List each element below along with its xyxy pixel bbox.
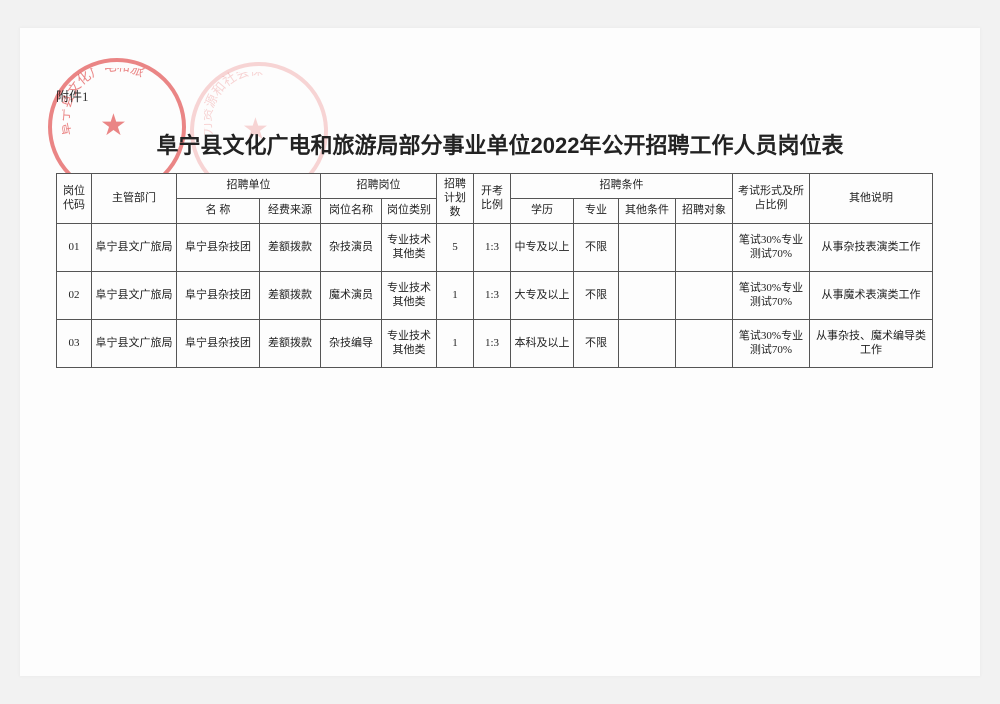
cell-plan: 5 bbox=[437, 224, 474, 272]
table-row: 01阜宁县文广旅局阜宁县杂技团差额拨款杂技演员专业技术其他类51:3中专及以上不… bbox=[57, 224, 933, 272]
col-other: 其他条件 bbox=[619, 199, 676, 224]
cell-major: 不限 bbox=[574, 272, 619, 320]
cell-unit: 阜宁县杂技团 bbox=[177, 320, 260, 368]
cell-pos_name: 魔术演员 bbox=[321, 272, 382, 320]
cell-fund: 差额拨款 bbox=[260, 320, 321, 368]
col-cond-group: 招聘条件 bbox=[511, 174, 733, 199]
cell-exam: 笔试30%专业测试70% bbox=[733, 320, 810, 368]
table-header: 岗位代码 主管部门 招聘单位 招聘岗位 招聘计划数 开考比例 招聘条件 考试形式… bbox=[57, 174, 933, 224]
col-pos-name: 岗位名称 bbox=[321, 199, 382, 224]
col-note: 其他说明 bbox=[810, 174, 933, 224]
cell-target bbox=[676, 320, 733, 368]
col-unit-name: 名 称 bbox=[177, 199, 260, 224]
cell-ratio: 1:3 bbox=[474, 272, 511, 320]
cell-ratio: 1:3 bbox=[474, 224, 511, 272]
cell-edu: 大专及以上 bbox=[511, 272, 574, 320]
seal-2-text: 力资源和社会保 bbox=[204, 72, 314, 182]
cell-fund: 差额拨款 bbox=[260, 272, 321, 320]
col-unit-fund: 经费来源 bbox=[260, 199, 321, 224]
cell-target bbox=[676, 224, 733, 272]
document-page: 附件1 阜宁县文化广电和旅 力资源和社会保 阜宁县文化广电和旅游局部分事业单位2… bbox=[20, 28, 980, 676]
cell-pos_type: 专业技术其他类 bbox=[382, 224, 437, 272]
cell-exam: 笔试30%专业测试70% bbox=[733, 224, 810, 272]
cell-plan: 1 bbox=[437, 272, 474, 320]
cell-note: 从事杂技表演类工作 bbox=[810, 224, 933, 272]
cell-pos_type: 专业技术其他类 bbox=[382, 320, 437, 368]
col-major: 专业 bbox=[574, 199, 619, 224]
cell-unit: 阜宁县杂技团 bbox=[177, 224, 260, 272]
cell-exam: 笔试30%专业测试70% bbox=[733, 272, 810, 320]
cell-other_cond bbox=[619, 272, 676, 320]
cell-target bbox=[676, 272, 733, 320]
cell-dept: 阜宁县文广旅局 bbox=[92, 272, 177, 320]
col-dept: 主管部门 bbox=[92, 174, 177, 224]
cell-pos_type: 专业技术其他类 bbox=[382, 272, 437, 320]
cell-code: 02 bbox=[57, 272, 92, 320]
col-edu: 学历 bbox=[511, 199, 574, 224]
cell-edu: 中专及以上 bbox=[511, 224, 574, 272]
table-row: 03阜宁县文广旅局阜宁县杂技团差额拨款杂技编导专业技术其他类11:3本科及以上不… bbox=[57, 320, 933, 368]
col-pos-group: 招聘岗位 bbox=[321, 174, 437, 199]
cell-other_cond bbox=[619, 224, 676, 272]
cell-pos_name: 杂技演员 bbox=[321, 224, 382, 272]
cell-plan: 1 bbox=[437, 320, 474, 368]
cell-code: 03 bbox=[57, 320, 92, 368]
cell-major: 不限 bbox=[574, 320, 619, 368]
col-exam: 考试形式及所占比例 bbox=[733, 174, 810, 224]
cell-ratio: 1:3 bbox=[474, 320, 511, 368]
col-target: 招聘对象 bbox=[676, 199, 733, 224]
cell-dept: 阜宁县文广旅局 bbox=[92, 320, 177, 368]
svg-text:阜宁县文化广电和旅: 阜宁县文化广电和旅 bbox=[62, 68, 147, 137]
svg-text:力资源和社会保: 力资源和社会保 bbox=[204, 72, 263, 136]
col-pos-type: 岗位类别 bbox=[382, 199, 437, 224]
col-code: 岗位代码 bbox=[57, 174, 92, 224]
col-plan: 招聘计划数 bbox=[437, 174, 474, 224]
cell-fund: 差额拨款 bbox=[260, 224, 321, 272]
cell-code: 01 bbox=[57, 224, 92, 272]
col-ratio: 开考比例 bbox=[474, 174, 511, 224]
table-body: 01阜宁县文广旅局阜宁县杂技团差额拨款杂技演员专业技术其他类51:3中专及以上不… bbox=[57, 224, 933, 368]
cell-dept: 阜宁县文广旅局 bbox=[92, 224, 177, 272]
col-unit-group: 招聘单位 bbox=[177, 174, 321, 199]
cell-major: 不限 bbox=[574, 224, 619, 272]
document-title: 阜宁县文化广电和旅游局部分事业单位2022年公开招聘工作人员岗位表 bbox=[20, 128, 980, 160]
table-row: 02阜宁县文广旅局阜宁县杂技团差额拨款魔术演员专业技术其他类11:3大专及以上不… bbox=[57, 272, 933, 320]
cell-unit: 阜宁县杂技团 bbox=[177, 272, 260, 320]
job-table: 岗位代码 主管部门 招聘单位 招聘岗位 招聘计划数 开考比例 招聘条件 考试形式… bbox=[56, 173, 933, 368]
cell-edu: 本科及以上 bbox=[511, 320, 574, 368]
cell-pos_name: 杂技编导 bbox=[321, 320, 382, 368]
cell-other_cond bbox=[619, 320, 676, 368]
cell-note: 从事杂技、魔术编导类工作 bbox=[810, 320, 933, 368]
cell-note: 从事魔术表演类工作 bbox=[810, 272, 933, 320]
seal-1-text: 阜宁县文化广电和旅 bbox=[62, 68, 172, 178]
